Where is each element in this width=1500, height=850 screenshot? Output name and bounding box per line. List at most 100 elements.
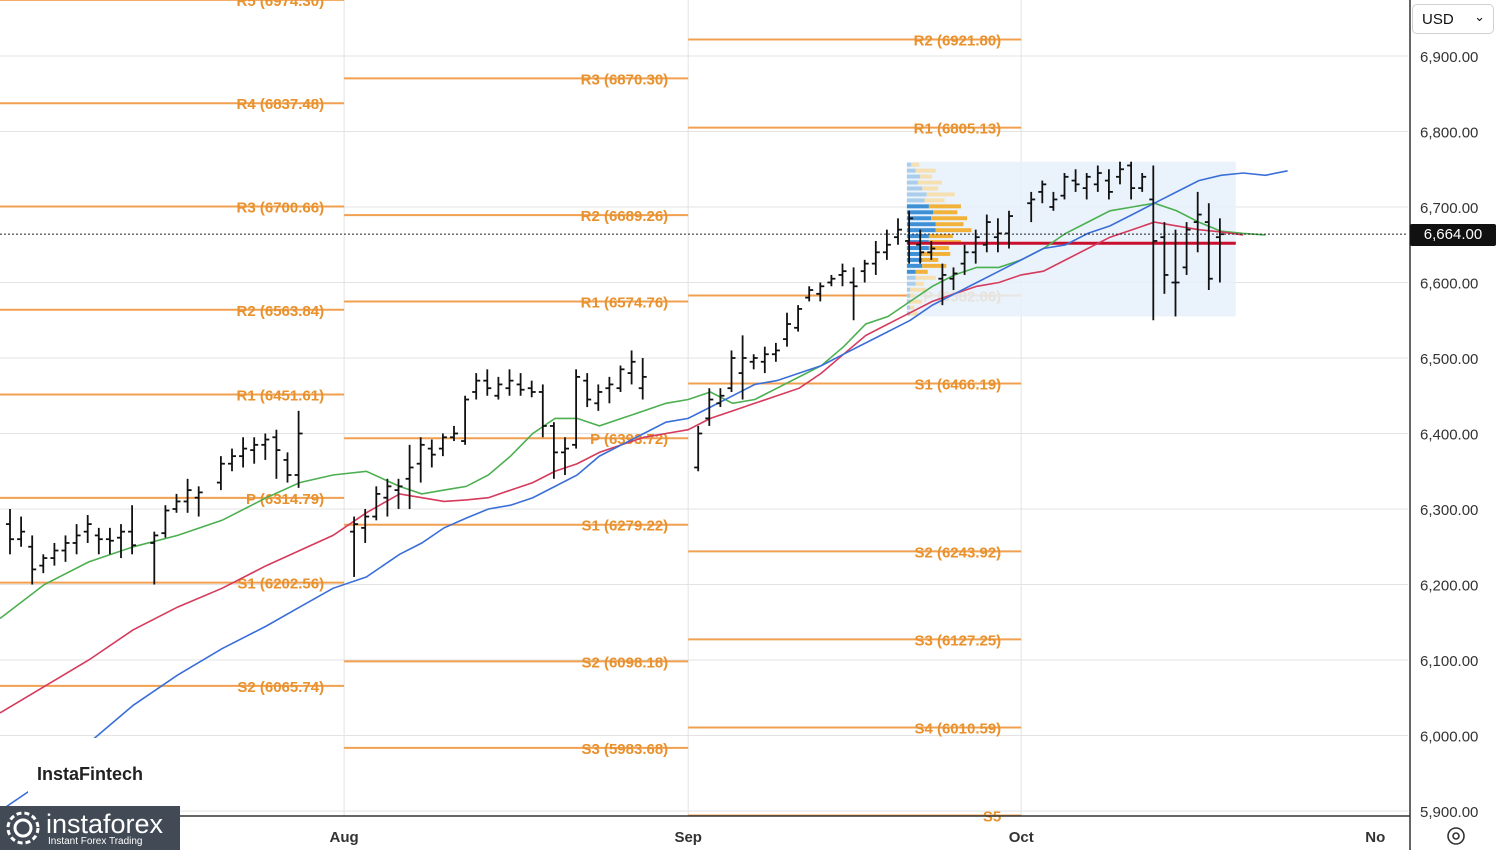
ohlc-bar [272, 429, 281, 479]
volume-bar-up [906, 305, 911, 310]
ohlc-bar [405, 444, 414, 509]
pivot-label: P (6314.79) [246, 491, 324, 508]
ohlc-bar [1138, 173, 1147, 192]
ohlc-bar [483, 369, 492, 396]
watermark-panel [28, 738, 162, 804]
pivot-label: P (6393.72) [590, 431, 668, 448]
x-tick-label: Aug [330, 829, 359, 846]
ohlc-bar [705, 388, 714, 426]
ohlc-bar [894, 218, 902, 245]
volume-bar-down [915, 168, 936, 173]
y-tick-label: 6,100.00 [1420, 653, 1478, 670]
ohlc-bar [605, 376, 614, 404]
ohlc-bar [161, 505, 170, 538]
ohlc-bar [638, 358, 647, 400]
pivot-label: R2 (6921.80) [914, 33, 1002, 50]
volume-bar-down [915, 281, 924, 286]
y-tick-label: 6,000.00 [1420, 729, 1478, 746]
ohlc-bar [450, 425, 458, 442]
x-tick-label: Sep [674, 829, 702, 846]
moving-average-line [0, 202, 1266, 620]
ohlc-bar [427, 439, 436, 468]
volume-bar-down [910, 293, 915, 298]
volume-bar-down [910, 287, 927, 292]
volume-bar-down [922, 263, 947, 268]
volume-bar-down [935, 222, 964, 227]
ohlc-bar [794, 305, 803, 332]
moving-averages [0, 170, 1288, 812]
volume-bar-up [906, 222, 936, 227]
y-tick-label: 6,900.00 [1420, 49, 1478, 66]
volume-bar-down [920, 174, 933, 179]
ohlc-bar [527, 380, 536, 398]
pivot-label: S3 (6127.25) [914, 632, 1001, 649]
ohlc-bar [472, 373, 481, 400]
ohlc-bar [216, 456, 225, 491]
pivot-label: S4 (6010.59) [914, 721, 1001, 738]
x-tick-label: No [1365, 829, 1385, 846]
last-price-label: 6,664.00 [1410, 224, 1496, 246]
ohlc-bar [461, 395, 470, 445]
volume-bar-up [906, 246, 929, 250]
y-tick-label: 6,600.00 [1420, 276, 1478, 293]
ohlc-bar [72, 524, 81, 555]
pivot-label: R2 (6689.26) [581, 208, 669, 225]
ohlc-bar [1193, 191, 1202, 253]
settings-gear-icon[interactable] [1444, 824, 1468, 848]
ohlc-bar [1027, 191, 1036, 223]
pivot-label: S1 (6466.19) [914, 377, 1001, 394]
ohlc-bar [860, 259, 869, 283]
ohlc-bar [117, 524, 125, 559]
volume-bar-down [928, 204, 961, 209]
ohlc-bar [694, 425, 703, 472]
ohlc-bar [283, 452, 292, 483]
volume-bar-down [924, 198, 945, 203]
ohlc-bar [105, 527, 114, 555]
volume-bar-up [906, 192, 927, 197]
ohlc-bar [1093, 165, 1102, 192]
ohlc-bar [505, 369, 514, 396]
ohlc-bar [261, 433, 270, 460]
pivot-label: R1 (6451.61) [237, 388, 325, 405]
ohlc-bar [416, 437, 425, 483]
pivot-label: S1 (6202.56) [237, 576, 324, 593]
ohlc-bar [960, 244, 969, 275]
ohlc-bar [50, 542, 59, 566]
currency-select[interactable]: USD ⌄ [1412, 4, 1494, 34]
volume-bar-up [906, 210, 934, 215]
ohlc-bar [816, 282, 825, 302]
ohlc-bar [982, 214, 991, 253]
volume-bar-down [911, 162, 920, 167]
pivot-label: R2 (6563.84) [237, 303, 325, 320]
pivot-label: S3 (5983.68) [581, 741, 668, 758]
logo-name: instaforex [46, 809, 164, 839]
ohlc-bar [716, 388, 725, 408]
ohlc-bar [760, 346, 769, 374]
ohlc-bar [1204, 203, 1213, 291]
logo-tagline: Instant Forex Trading [48, 836, 143, 847]
pivot-label: R5 (6974.30) [237, 0, 325, 10]
ohlc-bar [805, 286, 814, 302]
ohlc-bar [372, 486, 381, 521]
pivot-label: R1 (6574.76) [581, 295, 669, 312]
ohlc-bar [538, 384, 547, 438]
pivot-label: S2 (6098.18) [581, 654, 668, 671]
y-tick-label: 6,400.00 [1420, 427, 1478, 444]
moving-average-line [0, 221, 1244, 714]
volume-bar-up [906, 228, 936, 233]
ohlc-bar [1149, 165, 1158, 321]
volume-bar-up [906, 162, 912, 167]
volume-bar-down [935, 228, 972, 233]
volume-bar-up [906, 204, 929, 209]
volume-bar-up [906, 293, 911, 298]
ohlc-bar [1005, 210, 1013, 249]
ohlc-bar [549, 422, 558, 479]
pivot-levels: R5 (6974.30) R4 (6837.48) R3 (6700.66) R2 (… [0, 0, 1022, 826]
ohlc-bar [949, 267, 958, 291]
volume-bar-up [906, 180, 918, 185]
ohlc-bar [394, 478, 403, 509]
ohlc-bar [1060, 173, 1069, 200]
ohlc-bar [194, 486, 203, 517]
ohlc-bar [583, 373, 592, 408]
